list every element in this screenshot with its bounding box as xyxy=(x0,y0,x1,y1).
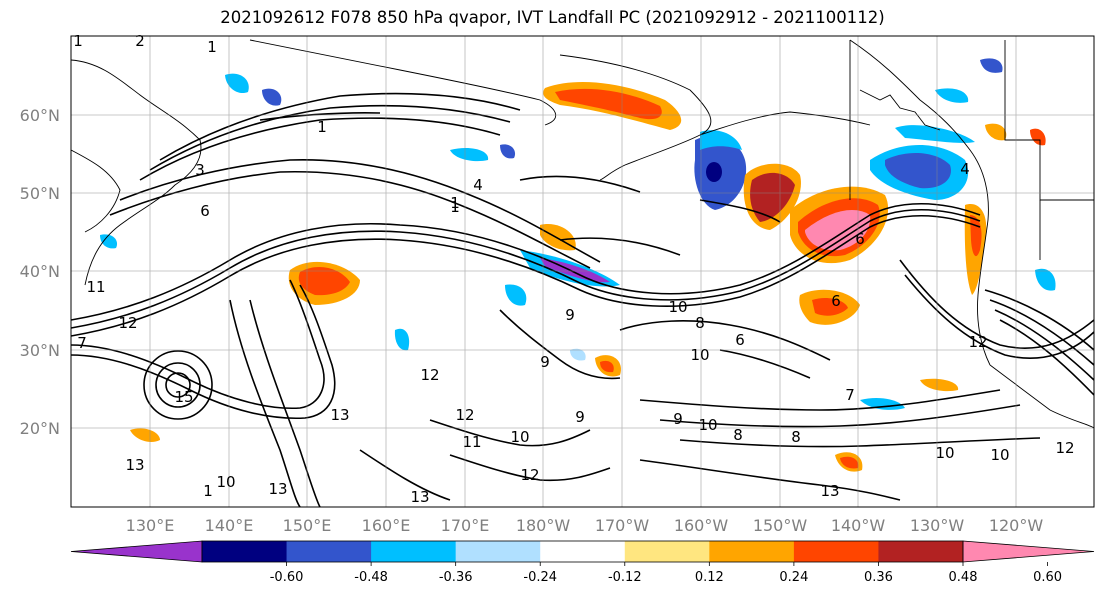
colorbar-swatch xyxy=(624,541,710,562)
lon-label: 120°W xyxy=(989,516,1044,535)
lat-label: 50°N xyxy=(20,184,60,203)
colorbar-extend-high xyxy=(962,540,1095,563)
contour-label: 13 xyxy=(125,456,144,474)
contour-label: 11 xyxy=(86,278,105,296)
contour-label: 10 xyxy=(990,446,1009,464)
contour-label: 9 xyxy=(565,306,575,324)
colorbar-tick-label: 0.36 xyxy=(864,570,893,585)
colorbar-frame xyxy=(201,540,964,563)
contour-label-layer: 1211413691213109128610910111213910813101… xyxy=(73,32,1074,506)
contour-label: 6 xyxy=(831,292,841,310)
lon-label: 140°E xyxy=(205,516,254,535)
lat-label: 60°N xyxy=(20,106,60,125)
latitude-labels: 60°N 50°N 40°N 30°N 20°N xyxy=(20,106,60,438)
contour-label: 9 xyxy=(540,353,550,371)
contour-label: 12 xyxy=(118,314,137,332)
lon-label: 170°W xyxy=(595,516,650,535)
colorbar-swatch xyxy=(455,541,541,562)
coastline-layer xyxy=(71,39,1094,429)
lat-label: 20°N xyxy=(20,419,60,438)
contour-label: 12 xyxy=(455,406,474,424)
contour-label: 8 xyxy=(791,428,801,446)
contour-label: 10 xyxy=(668,298,687,316)
colorbar-swatch xyxy=(793,541,879,562)
colorbar-tick-label: -0.48 xyxy=(354,570,388,585)
map-title: 2021092612 F078 850 hPa qvapor, IVT Land… xyxy=(220,8,885,27)
lon-label: 140°W xyxy=(831,516,886,535)
lon-label: 180°W xyxy=(516,516,571,535)
contour-label: 3 xyxy=(195,161,205,179)
contour-label: 7 xyxy=(77,334,87,352)
lon-label: 160°W xyxy=(674,516,729,535)
contour-label: 10 xyxy=(698,416,717,434)
contour-label: 4 xyxy=(473,176,483,194)
lon-label: 150°W xyxy=(753,516,808,535)
map-gridlines xyxy=(71,36,1094,507)
contour-label: 12 xyxy=(1055,439,1074,457)
lat-label: 30°N xyxy=(20,341,60,360)
contour-label: 10 xyxy=(690,346,709,364)
contour-label: 15 xyxy=(174,388,193,406)
colorbar-tick-label: -0.24 xyxy=(523,570,557,585)
contour-label: 13 xyxy=(330,406,349,424)
ivt-contour-layer xyxy=(71,92,1094,507)
colorbar: -0.60 -0.48 -0.36 -0.24 -0.12 0.12 0.24 0.36 0.4… xyxy=(70,540,1095,585)
contour-label: 13 xyxy=(820,482,839,500)
colorbar-tick-label: -0.12 xyxy=(608,570,642,585)
contour-label: 2 xyxy=(135,32,145,50)
lon-label: 160°E xyxy=(362,516,411,535)
colorbar-swatch xyxy=(709,541,795,562)
contour-label: 1 xyxy=(73,32,83,50)
contour-label: 11 xyxy=(462,433,481,451)
contour-label: 10 xyxy=(216,473,235,491)
contour-label: 9 xyxy=(575,408,585,426)
lon-label: 130°W xyxy=(910,516,965,535)
contour-label: 10 xyxy=(510,428,529,446)
colorbar-tick-label: 0.48 xyxy=(949,570,978,585)
contour-label: 9 xyxy=(673,410,683,428)
contour-label: 6 xyxy=(735,331,745,349)
contour-label: 13 xyxy=(410,488,429,506)
contour-label: 1 xyxy=(450,198,460,216)
contour-label: 6 xyxy=(200,202,210,220)
contour-label: 8 xyxy=(733,426,743,444)
colorbar-tick-label: 0.60 xyxy=(1033,570,1062,585)
contour-label: 1 xyxy=(317,118,327,136)
contour-label: 12 xyxy=(968,333,987,351)
contour-label: 8 xyxy=(695,314,705,332)
colorbar-tick-label: 0.12 xyxy=(695,570,724,585)
contour-label: 7 xyxy=(845,386,855,404)
contour-label: 1 xyxy=(207,38,217,56)
colorbar-tick-label: -0.60 xyxy=(270,570,304,585)
contour-label: 10 xyxy=(935,444,954,462)
lon-label: 130°E xyxy=(126,516,175,535)
colorbar-swatch xyxy=(540,541,626,562)
colorbar-swatch xyxy=(878,541,964,562)
colorbar-tick-label: -0.36 xyxy=(439,570,473,585)
contour-label: 6 xyxy=(855,230,865,248)
longitude-labels: 130°E 140°E 150°E 160°E 170°E 180°W 170°… xyxy=(126,516,1044,535)
colorbar-swatch xyxy=(286,541,372,562)
contour-label: 12 xyxy=(520,466,539,484)
lon-label: 170°E xyxy=(441,516,490,535)
colorbar-tick-label: 0.24 xyxy=(779,570,808,585)
map-frame xyxy=(70,35,1095,508)
colorbar-extend-low xyxy=(70,540,203,563)
lat-label: 40°N xyxy=(20,262,60,281)
colorbar-swatch xyxy=(371,541,457,562)
lon-label: 150°E xyxy=(283,516,332,535)
contour-label: 1 xyxy=(203,482,213,500)
contour-label: 4 xyxy=(960,160,970,178)
contour-label: 1 xyxy=(450,194,460,212)
contour-label: 12 xyxy=(420,366,439,384)
colorbar-swatch xyxy=(202,541,288,562)
shaded-anomaly-layer xyxy=(100,58,1056,472)
contour-label: 13 xyxy=(268,480,287,498)
